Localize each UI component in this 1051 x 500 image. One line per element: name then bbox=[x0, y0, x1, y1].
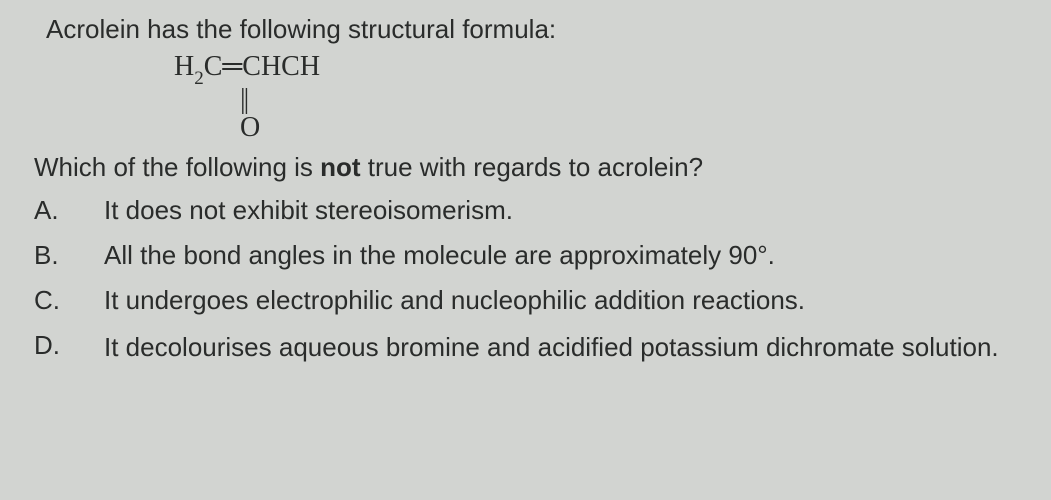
option-b[interactable]: B. All the bond angles in the molecule a… bbox=[34, 240, 1031, 271]
option-text: It decolourises aqueous bromine and acid… bbox=[104, 330, 1031, 365]
question-stem: Which of the following is not true with … bbox=[34, 152, 1031, 183]
option-c[interactable]: C. It undergoes electrophilic and nucleo… bbox=[34, 285, 1031, 316]
structural-formula: H2C═CHCH || O bbox=[174, 53, 1031, 142]
formula-double-bond: || bbox=[240, 86, 247, 114]
formula-line-1: H2C═CHCH bbox=[174, 53, 1031, 86]
question-not: not bbox=[320, 152, 360, 182]
option-letter: D. bbox=[34, 330, 104, 361]
option-text: It undergoes electrophilic and nucleophi… bbox=[104, 285, 1031, 316]
formula-oxygen: O bbox=[240, 114, 1051, 142]
options-list: A. It does not exhibit stereoisomerism. … bbox=[34, 195, 1031, 365]
option-d[interactable]: D. It decolourises aqueous bromine and a… bbox=[34, 330, 1031, 365]
question-page: Acrolein has the following structural fo… bbox=[0, 0, 1051, 500]
option-letter: A. bbox=[34, 195, 104, 226]
option-letter: B. bbox=[34, 240, 104, 271]
option-letter: C. bbox=[34, 285, 104, 316]
option-text: It does not exhibit stereoisomerism. bbox=[104, 195, 1031, 226]
intro-text: Acrolein has the following structural fo… bbox=[46, 14, 1031, 45]
question-prefix: Which of the following is bbox=[34, 152, 320, 182]
option-text: All the bond angles in the molecule are … bbox=[104, 240, 1031, 271]
question-suffix: true with regards to acrolein? bbox=[361, 152, 704, 182]
option-a[interactable]: A. It does not exhibit stereoisomerism. bbox=[34, 195, 1031, 226]
